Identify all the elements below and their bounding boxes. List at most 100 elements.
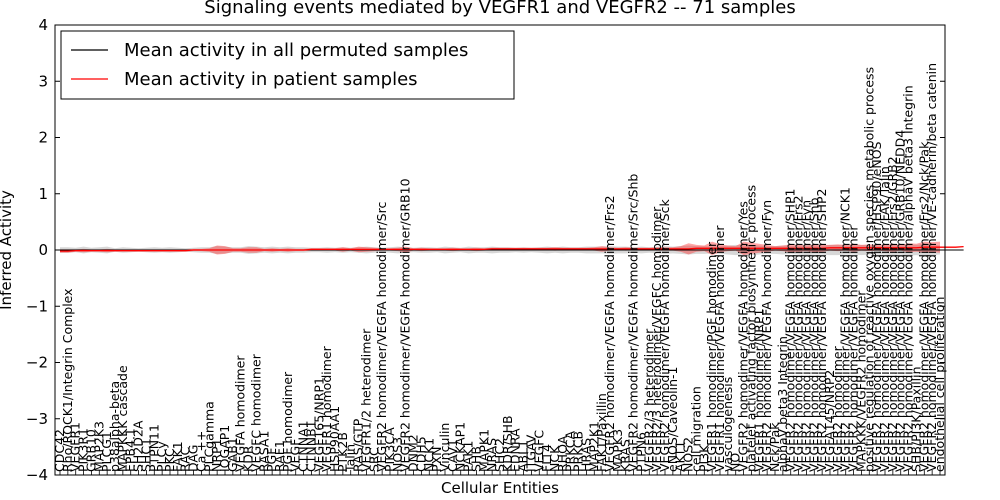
entity-label: MAP2K3 — [91, 421, 106, 472]
entity-label: VEGFR1 homodimer — [319, 345, 334, 472]
entity-label: PRKCA — [563, 431, 578, 472]
entity-label: FLT4 — [539, 444, 554, 472]
entity-label: PAK1 — [461, 441, 476, 472]
entity-label: VEGFR2 homodimer/VEGFA homodimer/Shb — [806, 197, 821, 472]
entity-label: VEGFR2/3 heterodimer — [641, 328, 656, 472]
entity-label: VEGFR2 homodimer/VEGFA homodimer/Frs2 — [791, 195, 806, 472]
entity-label: KDR/SHB — [500, 415, 515, 472]
x-axis-ticks — [59, 470, 941, 475]
series-lines — [60, 245, 964, 252]
entity-label: VEGFR2 homodimer/VEGFA homodimer/Yes — [736, 201, 751, 472]
entity-label: VEGFC — [531, 430, 546, 472]
entity-label: PLCG1 — [99, 431, 114, 472]
entity-label: DNM2 — [406, 434, 421, 472]
legend: Mean activity in all permuted samples Me… — [60, 30, 515, 100]
entity-label: CAV1 — [445, 439, 460, 472]
entity-label: VEGFR1 homodimer/NRP1 — [751, 309, 766, 472]
entity-label: Talin — [343, 444, 358, 473]
entity-label: VEGFR2 homodimer/VEGFA homodimer/Frs2 — [602, 195, 617, 472]
entity-label: eNOS/Caveolin-1 — [665, 367, 680, 472]
entity-label: cell migration — [688, 386, 703, 472]
y-tick-label: −4 — [26, 466, 48, 484]
entity-label: ABL1 — [516, 440, 531, 472]
entity-label: VEGFR2 homodimer/VEGFA homodimer/Src — [374, 202, 389, 472]
entity-label: RAF1 — [272, 440, 287, 472]
entity-label: VEGFR2 homodimer/VEGFA homodimer/Frs2/GR… — [885, 156, 900, 472]
entity-label: CTNNA1 — [296, 420, 311, 472]
entity-label: PXN — [429, 447, 444, 472]
entity-label: PGF — [264, 448, 279, 472]
entity-label: DAG — [186, 445, 201, 472]
y-tick-label: 4 — [38, 16, 48, 34]
legend-label-permuted: Mean activity in all permuted samples — [124, 40, 468, 61]
entity-label: NCKAP1 — [453, 422, 468, 472]
entity-label: PTPN6 — [633, 432, 648, 472]
entity-label: CDH5 — [413, 436, 428, 472]
y-tick-label: 2 — [38, 129, 48, 147]
entity-label: VEGFR1 — [68, 422, 83, 472]
entity-label: positive regulation of reactive oxygen s… — [861, 67, 876, 472]
entity-label: VEGFR1 homodimer/PGF homodimer — [704, 241, 719, 472]
entity-label: Rho/ROCK1/Integrin Complex — [60, 288, 75, 472]
y-axis-title: Inferred Activity — [0, 190, 15, 310]
entity-label: VEGFR2 homodimer/VEGFA homodimer/Fyn — [759, 200, 774, 472]
entity-label: GAB1 — [225, 437, 240, 472]
entity-label: ITGAV — [523, 434, 538, 472]
entity-label: Vinculin — [437, 423, 452, 472]
entity-label: p38alpha-beta — [107, 381, 122, 472]
y-axis-ticks: −4 −3 −2 −1 0 1 2 3 4 — [26, 16, 945, 484]
entity-label: VEGFR2 homodimer/VEGFA homodimer/Frs2/Nc… — [916, 141, 931, 472]
entity-label: SRC — [366, 447, 381, 472]
entity-label: GRB10 — [83, 429, 98, 472]
entity-label: MAPK1 — [476, 429, 491, 472]
y-tick-label: 3 — [38, 72, 48, 90]
entity-label: VEGF — [288, 439, 303, 472]
entity-label: VEGFR2 homodimer/VEGFA homodimer/alphaV … — [901, 85, 916, 472]
entity-label: IQGAP1 — [217, 425, 232, 472]
entity-label: VEGFR1 homodimer/VEGFA homodimer — [712, 225, 727, 472]
entity-label: NCK1 — [421, 438, 436, 472]
entity-label: FAK1 — [170, 441, 185, 472]
entity-label: NOS3 — [390, 437, 405, 472]
entity-label: VEGFR1/2 heterodimer — [358, 328, 373, 472]
entity-label: VEGF165/NRP1 — [311, 377, 326, 472]
entity-label: PKC — [162, 448, 177, 472]
entity-label: endothelial cell proliferation — [932, 297, 947, 472]
entity-label: alphaV beta3 Integrin — [775, 336, 790, 472]
entity-label: VEGFR2/3 heterodimer/VEGFC homodimer — [649, 206, 664, 472]
entity-label: KDR — [241, 445, 256, 472]
entity-label: VEGFR2 homodimer/VEGFA homodimer/FAK/Tal… — [877, 166, 892, 472]
entity-label: RAS/GTP — [351, 418, 366, 472]
legend-label-patient: Mean activity in patient samples — [124, 69, 418, 90]
chart-title: Signaling events mediated by VEGFR1 and … — [204, 0, 795, 18]
entity-label: VEGFR2 homodimer/VEGFA homodimer/SHP1 — [783, 188, 798, 472]
entity-label: PTK2B — [335, 432, 350, 472]
entity-label: VEGFR2 homodimer/VEGFA homodimer/Src/Shb — [626, 174, 641, 472]
entity-label: PLCy — [154, 441, 169, 472]
entity-label: HRAS — [578, 438, 593, 472]
y-tick-label: 0 — [38, 241, 48, 259]
entity-label: VEGFR2 homodimer/VEGFA homodimer/GRB10 — [398, 178, 413, 472]
entity-label: HSP90AA1 — [327, 406, 342, 472]
entity-label: VEGFR2 homodimer — [830, 345, 845, 472]
entity-label: Nck/Pak — [767, 422, 782, 472]
entity-label: SHB — [468, 446, 483, 472]
entity-label: PIK3CA — [382, 427, 397, 472]
entity-label: VEGFA145/NRP2 — [822, 370, 837, 472]
y-tick-label: 1 — [38, 185, 48, 203]
entity-label: NCK — [547, 445, 562, 472]
entity-label: Ca ++ — [193, 431, 208, 472]
entity-label: NO — [728, 453, 743, 472]
entity-label: KRAS — [618, 439, 633, 472]
entity-label: PLCgamma — [201, 401, 216, 472]
x-axis-title: Cellular Entities — [441, 479, 559, 497]
entity-label: platelet activating factor biosynthetic … — [743, 185, 758, 472]
entity-label: VEGFC homodimer — [248, 353, 263, 472]
entity-label: RAC — [178, 446, 193, 472]
entity-label: MAPKKK/VEGFR2 homodimer — [853, 290, 868, 472]
entity-label: VEGFR2 homodimer/VEGFA homodimer/GRB10/N… — [893, 130, 908, 472]
entity-label: VEGFR2 homodimer/VEGFA homodimer/SHP2 — [814, 188, 829, 472]
entity-label: PTPN11 — [146, 424, 161, 472]
y-tick-label: −1 — [26, 297, 48, 315]
